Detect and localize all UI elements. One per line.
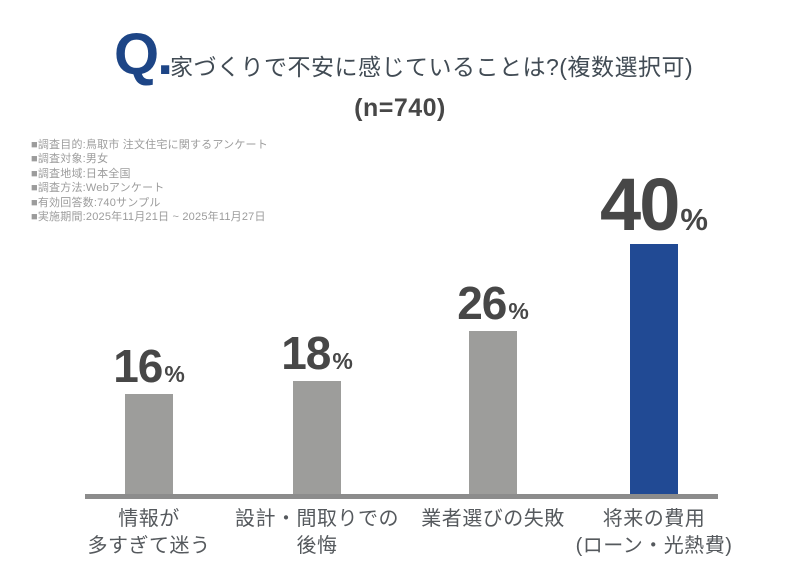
bar bbox=[630, 244, 678, 494]
survey-info-line: ■有効回答数:740サンプル bbox=[31, 196, 161, 209]
value-number: 18 bbox=[281, 327, 331, 379]
value-number: 16 bbox=[113, 340, 163, 392]
survey-info-line: ■調査地域:日本全国 bbox=[31, 167, 131, 180]
category-label-future-costs: 将来の費用 (ローン・光熱費) bbox=[575, 508, 733, 557]
question-mark-logo: Q. bbox=[114, 22, 173, 87]
bar-group-info-overload: 16% bbox=[59, 340, 239, 494]
survey-info-line: ■調査対象:男女 bbox=[31, 153, 109, 166]
percent-sign: % bbox=[332, 348, 353, 374]
survey-info-line: ■実施期間:2025年11月21日 ~ 2025年11月27日 bbox=[31, 211, 266, 224]
value-number: 40 bbox=[600, 163, 680, 246]
value-label: 40% bbox=[600, 163, 708, 246]
bar-group-contractor-failure: 26% bbox=[403, 277, 583, 494]
survey-info-line: ■調査方法:Webアンケート bbox=[31, 182, 165, 195]
bar bbox=[469, 331, 517, 494]
bar bbox=[293, 381, 341, 494]
category-label-contractor-failure: 業者選びの失敗 bbox=[421, 508, 565, 530]
bar-group-layout-regret: 18% bbox=[227, 327, 407, 494]
value-label: 16% bbox=[113, 340, 185, 392]
bar bbox=[125, 394, 173, 494]
value-label: 18% bbox=[281, 327, 353, 379]
page-title: 家づくりで不安に感じていることは?(複数選択可) bbox=[170, 54, 694, 80]
survey-info-block: ■調査目的:鳥取市 注文住宅に関するアンケート ■調査対象:男女 ■調査地域:日… bbox=[31, 138, 268, 224]
percent-sign: % bbox=[680, 202, 708, 237]
sample-size-label: (n=740) bbox=[354, 94, 446, 122]
value-number: 26 bbox=[457, 277, 507, 329]
percent-sign: % bbox=[164, 361, 185, 387]
survey-info-line: ■調査目的:鳥取市 注文住宅に関するアンケート bbox=[31, 139, 268, 151]
x-axis-line bbox=[85, 494, 718, 499]
bar-group-future-costs: 40% bbox=[564, 163, 744, 494]
percent-sign: % bbox=[508, 298, 529, 324]
category-label-info-overload: 情報が 多すぎて迷う bbox=[87, 508, 211, 557]
value-label: 26% bbox=[457, 277, 529, 329]
category-label-layout-regret: 設計・間取りでの 後悔 bbox=[235, 508, 399, 557]
